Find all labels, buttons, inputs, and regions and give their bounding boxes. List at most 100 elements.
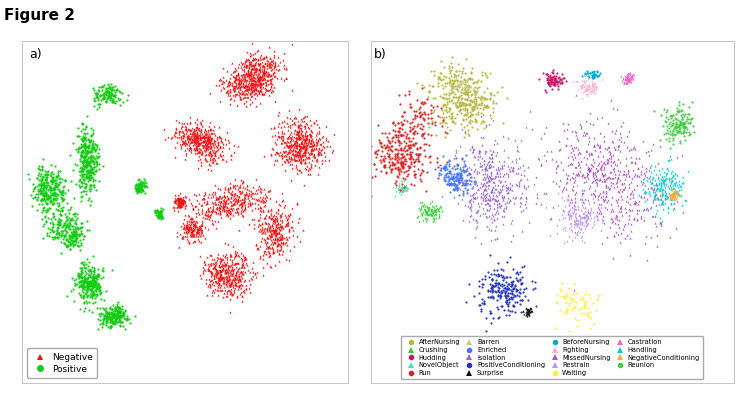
Point <box>230 252 242 258</box>
Point <box>82 284 94 291</box>
Point <box>236 206 247 212</box>
Point <box>645 234 657 241</box>
Point <box>87 158 99 164</box>
Point <box>208 130 220 136</box>
Point <box>598 164 610 171</box>
Point <box>481 166 493 173</box>
Point <box>302 138 314 145</box>
Point <box>549 78 561 85</box>
Point <box>211 287 223 293</box>
Point <box>639 170 651 177</box>
Point <box>567 187 579 193</box>
Point <box>652 185 664 192</box>
Point <box>183 240 195 247</box>
Point <box>78 172 90 178</box>
Point <box>237 71 249 77</box>
Point <box>113 313 124 319</box>
Point <box>76 268 87 274</box>
Point <box>202 127 214 133</box>
Point <box>659 117 671 124</box>
Point <box>88 277 100 283</box>
Point <box>204 130 216 137</box>
Point <box>275 243 287 249</box>
Point <box>495 288 507 294</box>
Point <box>52 167 64 174</box>
Point <box>493 314 505 321</box>
Point <box>677 120 688 127</box>
Point <box>50 193 62 200</box>
Point <box>245 83 257 90</box>
Point <box>301 155 313 162</box>
Point <box>36 166 48 173</box>
Point <box>531 200 542 207</box>
Point <box>562 172 574 178</box>
Point <box>459 130 471 137</box>
Point <box>197 134 209 140</box>
Point <box>40 189 52 195</box>
Point <box>225 281 237 288</box>
Point <box>241 85 253 92</box>
Point <box>150 210 162 216</box>
Point <box>396 164 408 171</box>
Point <box>374 140 386 146</box>
Point <box>389 138 401 145</box>
Point <box>450 177 462 184</box>
Point <box>215 272 227 278</box>
Point <box>446 176 458 182</box>
Point <box>154 212 166 218</box>
Point <box>593 192 605 198</box>
Point <box>87 278 99 285</box>
Point <box>476 162 488 168</box>
Point <box>233 186 245 193</box>
Point <box>525 307 537 314</box>
Point <box>107 96 119 103</box>
Point <box>469 88 481 94</box>
Point <box>667 122 679 128</box>
Point <box>518 286 530 293</box>
Point <box>182 223 194 230</box>
Point <box>32 188 44 194</box>
Point <box>614 204 625 211</box>
Point <box>459 181 471 188</box>
Point <box>453 179 465 185</box>
Point <box>110 86 122 93</box>
Point <box>468 94 480 100</box>
Point <box>78 300 90 306</box>
Point <box>102 319 113 326</box>
Point <box>185 224 196 230</box>
Point <box>53 216 65 222</box>
Point <box>511 143 522 149</box>
Point <box>473 83 485 90</box>
Point <box>576 84 588 91</box>
Point <box>562 196 574 202</box>
Point <box>520 197 532 204</box>
Point <box>462 126 473 133</box>
Point <box>657 190 669 197</box>
Point <box>416 130 428 137</box>
Point <box>221 274 233 280</box>
Point <box>503 295 515 302</box>
Point <box>287 133 299 140</box>
Point <box>386 134 398 141</box>
Point <box>198 147 210 153</box>
Point <box>190 124 202 130</box>
Point <box>451 182 462 188</box>
Point <box>393 166 405 173</box>
Point <box>77 137 89 143</box>
Point <box>136 186 148 193</box>
Point <box>519 311 531 317</box>
Point <box>89 155 101 162</box>
Point <box>256 74 268 80</box>
Point <box>75 274 87 280</box>
Point <box>674 120 686 127</box>
Point <box>565 142 577 149</box>
Point <box>267 70 279 77</box>
Point <box>305 140 316 146</box>
Point <box>393 92 405 99</box>
Point <box>63 220 75 227</box>
Point <box>75 220 87 226</box>
Point <box>135 180 147 186</box>
Point <box>476 296 488 302</box>
Point <box>291 127 303 134</box>
Point <box>631 210 643 217</box>
